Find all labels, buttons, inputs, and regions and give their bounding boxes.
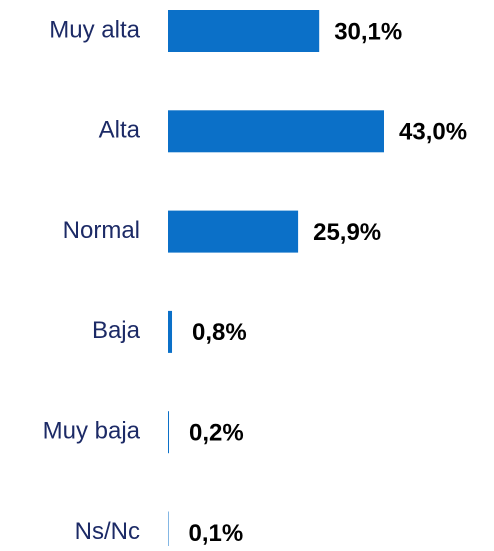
value-label: 30,1% bbox=[334, 18, 402, 45]
value-label: 0,1% bbox=[189, 520, 244, 546]
category-label: Ns/Nc bbox=[75, 518, 140, 545]
bar bbox=[168, 10, 320, 52]
category-label: Alta bbox=[99, 117, 141, 144]
value-label: 25,9% bbox=[313, 219, 381, 246]
bar bbox=[168, 411, 170, 454]
category-label: Muy baja bbox=[43, 418, 141, 445]
bar bbox=[168, 511, 169, 551]
category-label: Baja bbox=[92, 317, 141, 344]
value-label: 0,2% bbox=[189, 420, 244, 447]
value-label: 43,0% bbox=[399, 119, 467, 146]
category-label: Muy alta bbox=[49, 16, 140, 43]
bar bbox=[168, 210, 299, 253]
bar bbox=[168, 310, 173, 353]
value-label: 0,8% bbox=[192, 319, 247, 346]
category-label: Normal bbox=[63, 217, 140, 244]
bar bbox=[168, 110, 384, 153]
